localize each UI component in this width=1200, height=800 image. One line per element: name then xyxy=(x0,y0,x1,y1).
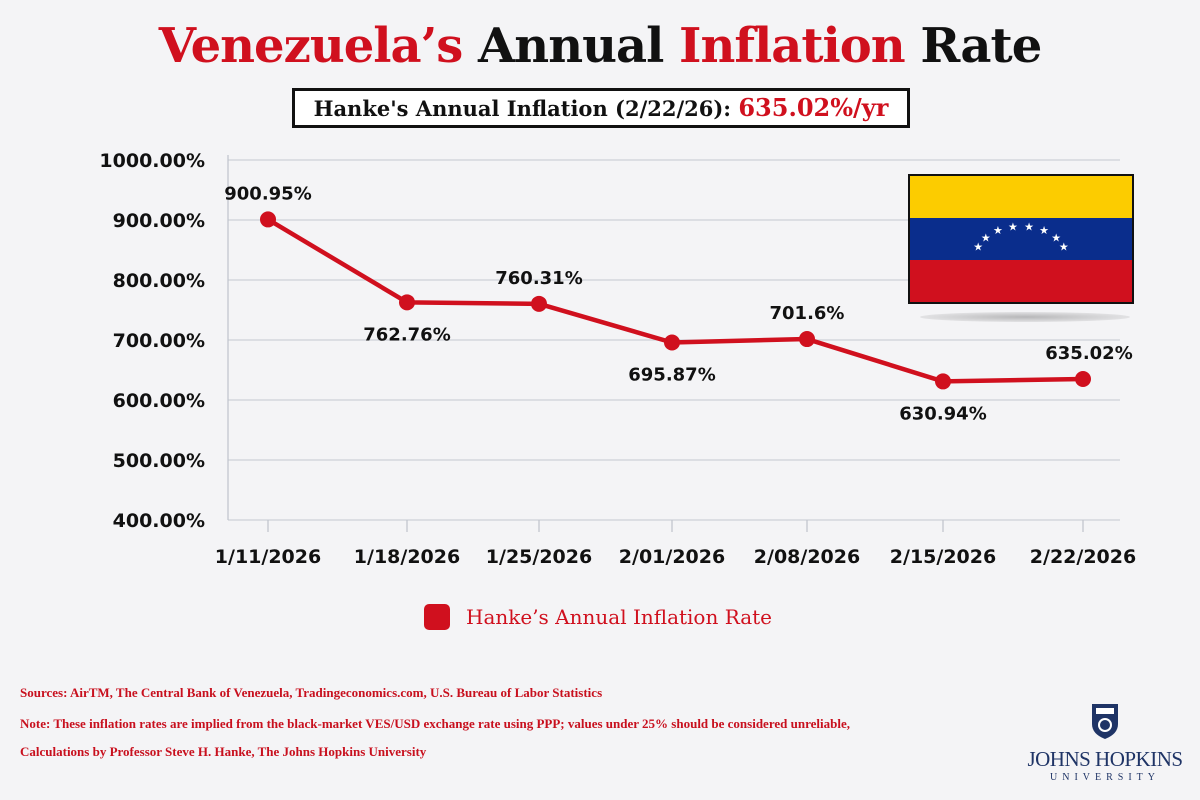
data-label: 695.87% xyxy=(628,364,716,385)
data-point xyxy=(399,294,415,311)
calc-text: Calculations by Professor Steve H. Hanke… xyxy=(20,744,427,759)
data-point xyxy=(799,331,815,348)
flag-shadow xyxy=(920,312,1130,322)
y-tick-label: 800.00% xyxy=(113,270,205,292)
legend-swatch xyxy=(424,604,450,630)
legend: Hanke’s Annual Inflation Rate xyxy=(424,604,772,630)
flag-stars-icon: ★★★ ★ ★ ★★★ xyxy=(973,220,1069,254)
data-point xyxy=(1075,370,1091,387)
current-rate-box: Hanke's Annual Inflation (2/22/26): 635.… xyxy=(292,88,910,128)
title-part: Venezuela’s xyxy=(158,18,464,74)
current-rate-label: Hanke's Annual Inflation (2/22/26): xyxy=(313,96,732,121)
y-tick-label: 700.00% xyxy=(113,330,205,352)
svg-text:★: ★ xyxy=(1039,224,1049,237)
svg-text:★: ★ xyxy=(993,224,1003,237)
data-label: 635.02% xyxy=(1045,343,1133,364)
svg-text:★: ★ xyxy=(1008,220,1018,233)
jhu-shield-icon xyxy=(1092,704,1118,739)
data-point xyxy=(664,334,680,351)
svg-text:★: ★ xyxy=(981,231,991,244)
jhu-name: JOHNS HOPKINS xyxy=(1027,747,1183,771)
x-tick-label: 2/01/2026 xyxy=(619,546,725,568)
svg-text:★: ★ xyxy=(1059,241,1069,254)
y-tick-label: 400.00% xyxy=(113,510,205,532)
svg-text:★: ★ xyxy=(1024,220,1034,233)
x-tick-label: 2/15/2026 xyxy=(890,546,996,568)
data-label: 701.6% xyxy=(770,303,845,324)
y-tick-label: 500.00% xyxy=(113,450,205,472)
legend-label: Hanke’s Annual Inflation Rate xyxy=(466,605,773,629)
title-part: Inflation xyxy=(679,18,906,74)
data-point xyxy=(260,211,276,228)
x-tick-label: 2/08/2026 xyxy=(754,546,860,568)
note-text: Note: These inflation rates are implied … xyxy=(20,716,850,731)
y-tick-label: 1000.00% xyxy=(99,150,205,172)
y-tick-label: 900.00% xyxy=(113,210,205,232)
data-label: 630.94% xyxy=(899,403,987,424)
data-label: 760.31% xyxy=(495,268,583,289)
data-label: 762.76% xyxy=(363,324,451,345)
x-tick-label: 1/18/2026 xyxy=(354,546,460,568)
svg-text:★: ★ xyxy=(973,241,983,254)
title-part: Rate xyxy=(920,18,1042,74)
x-tick-label: 1/25/2026 xyxy=(486,546,592,568)
jhu-logo: JOHNS HOPKINS UNIVERSITY xyxy=(1020,702,1190,783)
data-label: 900.95% xyxy=(224,183,312,204)
venezuela-flag: ★ ★ ★ ★ ★ ★ ★ ★ xyxy=(908,174,1134,304)
y-tick-label: 600.00% xyxy=(113,390,205,412)
title-part: Annual xyxy=(478,18,664,74)
svg-text:★: ★ xyxy=(1051,231,1061,244)
x-tick-label: 1/11/2026 xyxy=(215,546,321,568)
jhu-sub: UNIVERSITY xyxy=(1050,772,1160,783)
current-rate-value: 635.02%/yr xyxy=(738,93,889,122)
data-point xyxy=(935,373,951,390)
chart-title: Venezuela’s Annual Inflation Rate xyxy=(0,18,1200,74)
data-point xyxy=(531,295,547,312)
sources-text: Sources: AirTM, The Central Bank of Vene… xyxy=(20,685,603,700)
x-tick-label: 2/22/2026 xyxy=(1030,546,1136,568)
